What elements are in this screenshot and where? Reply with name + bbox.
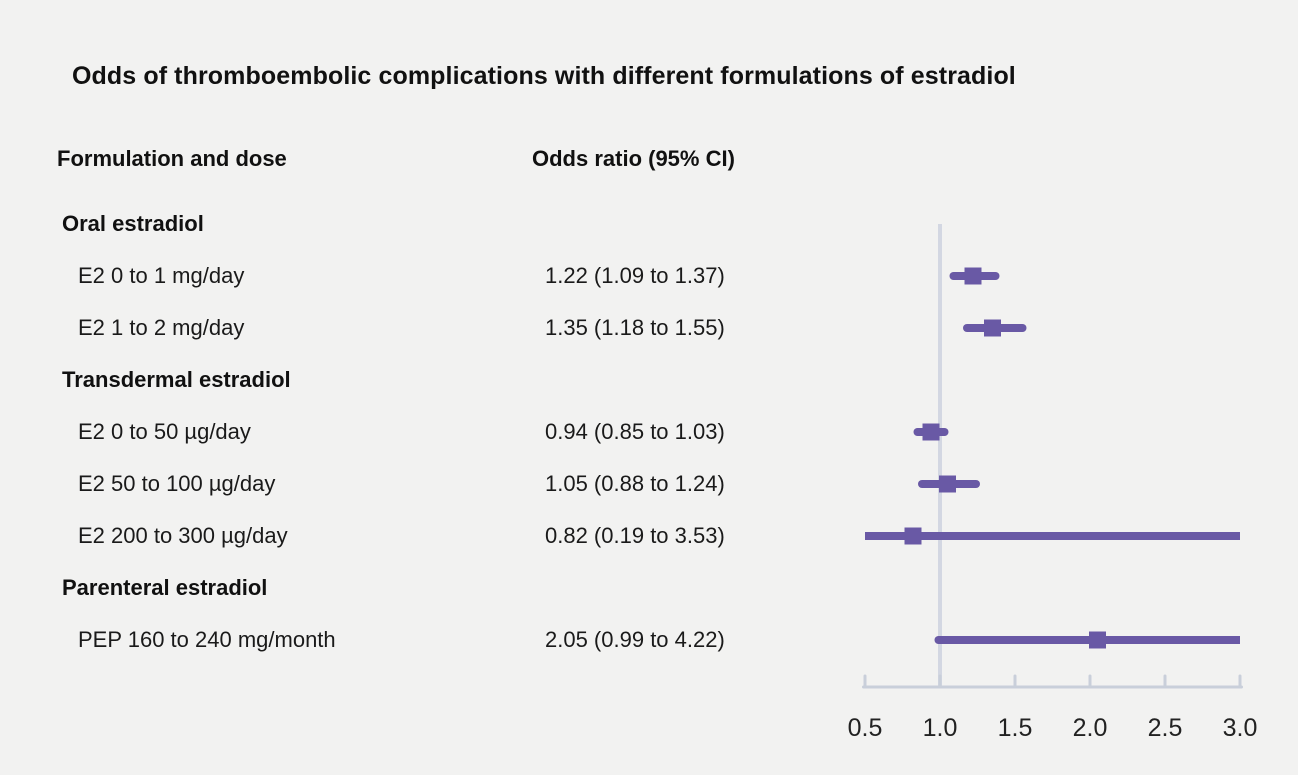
row-label: PEP 160 to 240 mg/month — [78, 627, 336, 652]
column-header-formulation: Formulation and dose — [57, 146, 287, 171]
row-label: E2 200 to 300 µg/day — [78, 523, 288, 548]
tick-label: 1.5 — [998, 714, 1033, 742]
row-value: 0.82 (0.19 to 3.53) — [545, 523, 725, 548]
row-value: 1.35 (1.18 to 1.55) — [545, 315, 725, 340]
ci-cap-right — [940, 428, 949, 436]
ci-cap-left — [963, 324, 971, 332]
point-estimate-marker — [904, 527, 922, 545]
tick-label: 2.5 — [1148, 714, 1183, 742]
ci-cap-left — [949, 272, 958, 280]
point-estimate-marker — [964, 267, 982, 285]
ci-cap-right — [991, 272, 1000, 280]
column-header-odds-ratio: Odds ratio (95% CI) — [532, 146, 735, 171]
point-estimate-marker — [984, 319, 1001, 337]
point-estimate-marker — [1089, 631, 1106, 649]
chart-title: Odds of thromboembolic complications wit… — [72, 62, 1016, 90]
ci-cap-left — [913, 428, 922, 436]
tick-label: 1.0 — [923, 714, 958, 742]
ci-cap-left — [918, 480, 926, 488]
tick-label: 3.0 — [1223, 714, 1258, 742]
group-label: Oral estradiol — [62, 211, 204, 236]
row-value: 0.94 (0.85 to 1.03) — [545, 419, 725, 444]
row-value: 1.05 (0.88 to 1.24) — [545, 471, 725, 496]
group-label: Parenteral estradiol — [62, 575, 268, 600]
ci-cap-right — [972, 480, 980, 488]
ci-cap-right — [1018, 324, 1027, 332]
point-estimate-marker — [939, 475, 956, 493]
group-label: Transdermal estradiol — [62, 367, 291, 392]
tick-label: 2.0 — [1073, 714, 1108, 742]
row-label: E2 0 to 50 µg/day — [78, 419, 251, 444]
row-label: E2 0 to 1 mg/day — [78, 263, 245, 288]
ci-cap-left — [934, 636, 943, 644]
row-value: 2.05 (0.99 to 4.22) — [545, 627, 725, 652]
point-estimate-marker — [922, 423, 940, 441]
row-value: 1.22 (1.09 to 1.37) — [545, 263, 725, 288]
tick-label: 0.5 — [848, 714, 883, 742]
row-label: E2 1 to 2 mg/day — [78, 315, 245, 340]
row-label: E2 50 to 100 µg/day — [78, 471, 276, 496]
